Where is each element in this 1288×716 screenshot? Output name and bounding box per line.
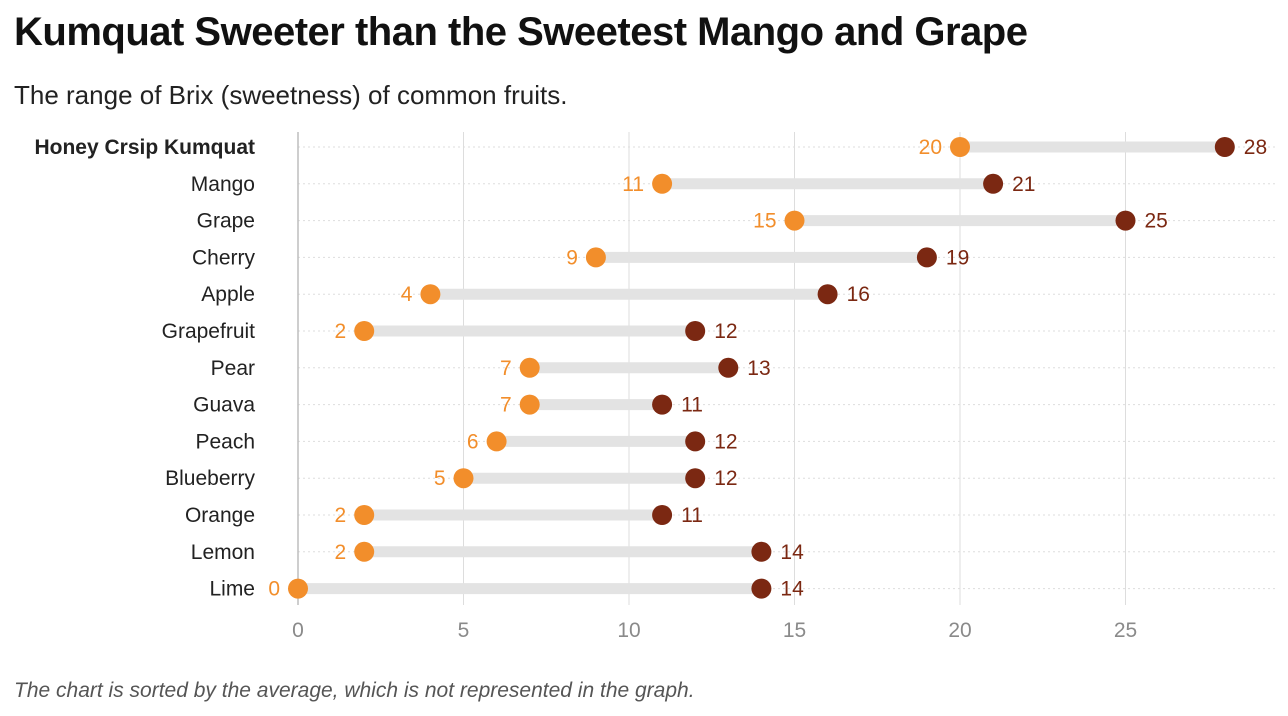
- chart-title: Kumquat Sweeter than the Sweetest Mango …: [14, 10, 1028, 54]
- max-dot: [685, 431, 706, 452]
- min-value-label: 0: [268, 578, 280, 601]
- max-dot: [685, 321, 706, 341]
- category-label: Apple: [201, 283, 255, 306]
- max-value-label: 13: [747, 357, 770, 380]
- max-value-label: 28: [1244, 136, 1267, 159]
- x-tick-label: 10: [617, 619, 640, 642]
- category-label: Grapefruit: [162, 320, 256, 343]
- min-dot: [354, 321, 375, 341]
- max-value-label: 12: [714, 430, 737, 453]
- max-dot: [916, 247, 937, 268]
- max-value-label: 21: [1012, 173, 1035, 196]
- min-dot: [354, 541, 375, 562]
- range-bars: [298, 141, 1225, 595]
- category-label: Lime: [209, 578, 255, 601]
- max-dot: [817, 284, 838, 305]
- x-tick-label: 25: [1114, 619, 1137, 642]
- category-label: Mango: [191, 173, 255, 196]
- max-dot: [751, 541, 772, 562]
- max-value-label: 11: [681, 394, 703, 417]
- min-dot: [453, 468, 474, 489]
- min-value-label: 2: [335, 320, 347, 343]
- min-value-label: 11: [622, 173, 644, 196]
- chart-subtitle: The range of Brix (sweetness) of common …: [14, 80, 568, 110]
- min-dot: [519, 394, 540, 415]
- min-dot: [519, 357, 540, 378]
- max-value-label: 14: [780, 541, 804, 564]
- min-dot: [585, 247, 606, 268]
- min-dot: [420, 284, 441, 305]
- min-value-label: 2: [335, 504, 347, 527]
- min-dot: [950, 137, 970, 157]
- category-label: Peach: [195, 430, 255, 453]
- min-value-label: 20: [919, 136, 942, 159]
- x-tick-label: 0: [292, 619, 304, 642]
- min-dot: [288, 578, 308, 599]
- max-value-label: 25: [1145, 210, 1168, 233]
- min-value-label: 7: [500, 394, 512, 417]
- max-dot: [983, 173, 1004, 194]
- dots-layer: [288, 137, 1235, 599]
- chart-footnote: The chart is sorted by the average, whic…: [14, 679, 695, 702]
- max-dot: [1214, 137, 1235, 157]
- min-value-label: 6: [467, 430, 479, 453]
- category-label: Grape: [197, 210, 255, 233]
- min-dot: [652, 173, 673, 194]
- max-value-label: 14: [780, 578, 804, 601]
- min-value-label: 9: [566, 246, 578, 269]
- min-value-label: 2: [335, 541, 347, 564]
- max-dot: [685, 468, 706, 489]
- min-dot: [784, 210, 805, 231]
- category-label: Pear: [211, 357, 255, 380]
- max-value-label: 19: [946, 246, 969, 269]
- category-label: Lemon: [191, 541, 255, 564]
- min-dot: [354, 505, 375, 525]
- category-label: Cherry: [192, 246, 256, 269]
- min-value-label: 7: [500, 357, 512, 380]
- max-value-label: 12: [714, 467, 737, 490]
- max-dot: [718, 357, 739, 378]
- max-dot: [751, 578, 772, 599]
- max-value-label: 16: [847, 283, 870, 306]
- category-label: Orange: [185, 504, 255, 527]
- min-dot: [486, 431, 507, 452]
- max-value-label: 12: [714, 320, 737, 343]
- category-label: Guava: [193, 394, 255, 417]
- x-tick-label: 20: [948, 619, 971, 642]
- min-value-label: 5: [434, 467, 446, 490]
- max-dot: [1115, 210, 1136, 231]
- category-label: Honey Crsip Kumquat: [34, 136, 255, 159]
- grid-layer: [297, 132, 1275, 605]
- min-value-label: 4: [401, 283, 413, 306]
- max-value-label: 11: [681, 504, 703, 527]
- max-dot: [652, 505, 673, 525]
- category-label: Blueberry: [165, 467, 255, 490]
- max-dot: [652, 394, 673, 415]
- x-tick-label: 5: [458, 619, 470, 642]
- x-tick-label: 15: [783, 619, 806, 642]
- min-value-label: 15: [753, 210, 776, 233]
